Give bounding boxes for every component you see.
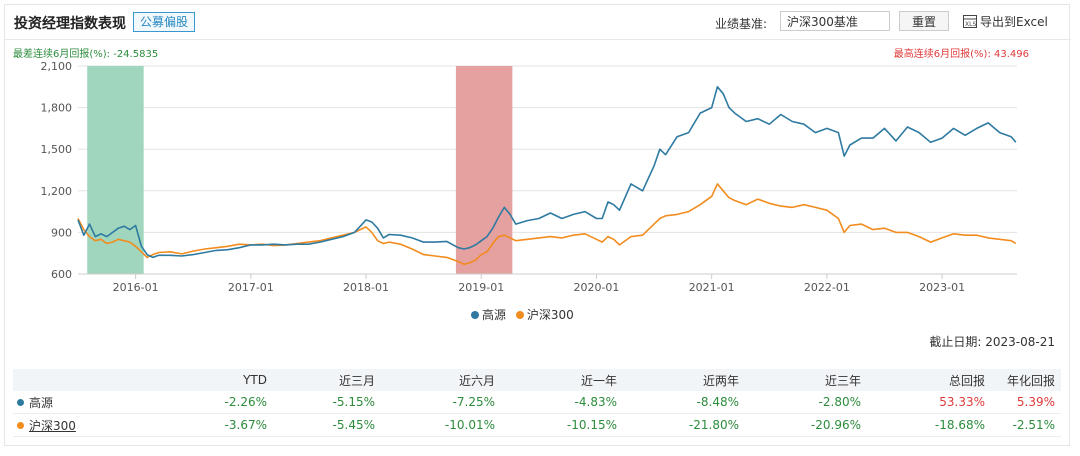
row-name[interactable]: 沪深300: [29, 418, 76, 433]
export-excel-button[interactable]: XLS 导出到Excel: [963, 13, 1048, 30]
legend-label-benchmark: 沪深300: [526, 308, 574, 322]
legend-label-manager: 高源: [482, 308, 507, 322]
performance-chart: 600 900 1,200 1,500 1,800 2,100 2016-01 2017-01…: [41, 60, 1017, 294]
as-of-date: 截止日期: 2023-08-21: [929, 335, 1055, 349]
y-tick-label: 1,500: [41, 143, 73, 156]
row-name-cell[interactable]: 沪深300: [13, 414, 165, 437]
col-header-annual: 年化回报: [1006, 373, 1055, 388]
row-name-cell: 高源: [13, 391, 165, 414]
legend-item-benchmark[interactable]: 沪深300: [515, 308, 574, 322]
table-cell: -20.96%: [810, 418, 861, 432]
performance-table: YTD 近三月 近六月 近一年 近两年 近三年 总回报 年化回报 高源 -2.26…: [13, 369, 1061, 437]
y-tick-label: 1,200: [41, 185, 73, 198]
benchmark-label: 业绩基准:: [715, 17, 768, 31]
best-6m-return: 最高连续6月回报(%): 43.496: [893, 49, 1029, 60]
category-tag[interactable]: 公募偏股: [133, 12, 196, 32]
best-6m-band: [455, 66, 513, 274]
y-tick-label: 2,100: [41, 60, 73, 73]
series-dot-icon: [17, 398, 24, 406]
x-tick-label: 2020-01: [573, 281, 619, 294]
table-row: 高源 -2.26% -5.15% -7.25% -4.83% -8.48% -2.80% 53…: [13, 391, 1061, 414]
x-tick-label: 2016-01: [113, 281, 159, 294]
y-tick-label: 1,800: [41, 102, 73, 115]
col-header-3y: 近三年: [824, 373, 861, 388]
manager-index-panel: 投资经理指数表现 公募偏股 业绩基准: 沪深300基准 重置 XLS 导出到Exc…: [4, 4, 1071, 446]
y-tick-label: 600: [51, 268, 72, 281]
col-header-total: 总回报: [948, 373, 985, 388]
table-cell: -7.25%: [452, 395, 495, 409]
table-cell: -2.26%: [224, 395, 267, 409]
table-cell: -10.01%: [444, 418, 495, 432]
table-cell: -21.80%: [688, 418, 739, 432]
svg-text:XLS: XLS: [965, 21, 976, 28]
table-cell: -10.15%: [566, 418, 617, 432]
row-name: 高源: [29, 395, 54, 410]
reset-button[interactable]: 重置: [899, 11, 949, 31]
table-cell: -5.45%: [332, 418, 375, 432]
table-cell: -18.68%: [934, 418, 985, 432]
table-cell: -8.48%: [696, 395, 739, 409]
x-tick-label: 2022-01: [804, 281, 850, 294]
y-tick-label: 900: [51, 226, 72, 239]
table-cell: -5.15%: [332, 395, 375, 409]
col-header-3m: 近三月: [338, 373, 375, 388]
worst-6m-return: 最差连续6月回报(%): -24.5835: [13, 49, 159, 60]
x-tick-label: 2019-01: [458, 281, 504, 294]
benchmark-select[interactable]: 沪深300基准: [780, 11, 890, 31]
worst-6m-band: [87, 66, 144, 274]
table-row: 沪深300 -3.67% -5.45% -10.01% -10.15% -21.80% -2…: [13, 414, 1061, 437]
table-cell: -4.83%: [574, 395, 617, 409]
legend-item-manager[interactable]: 高源: [471, 308, 506, 322]
manager-legend-dot: [471, 311, 479, 319]
series-dot-icon: [17, 421, 24, 429]
col-header-1y: 近一年: [580, 373, 617, 388]
x-tick-label: 2023-01: [919, 281, 965, 294]
table-header-row: YTD 近三月 近六月 近一年 近两年 近三年 总回报 年化回报: [13, 369, 1061, 391]
panel-header: 投资经理指数表现 公募偏股 业绩基准: 沪深300基准 重置 XLS 导出到Exc…: [5, 5, 1071, 40]
table-cell: -3.67%: [224, 418, 267, 432]
table-cell: -2.51%: [1012, 418, 1055, 432]
chart-legend: 高源 沪深300: [471, 306, 574, 323]
col-header-6m: 近六月: [458, 373, 495, 388]
col-header-ytd: YTD: [243, 373, 267, 387]
x-tick-label: 2018-01: [343, 281, 389, 294]
col-header-name: [13, 369, 165, 391]
table-cell: 53.33%: [939, 395, 985, 409]
table-cell: 5.39%: [1016, 395, 1055, 409]
x-tick-label: 2017-01: [228, 281, 274, 294]
panel-title: 投资经理指数表现: [14, 16, 126, 32]
series-line-benchmark: [77, 183, 1017, 266]
export-excel-label: 导出到Excel: [980, 15, 1048, 29]
series-line-manager: [77, 85, 1017, 259]
col-header-2y: 近两年: [702, 373, 739, 388]
excel-icon: XLS: [963, 15, 977, 28]
table-cell: -2.80%: [818, 395, 861, 409]
benchmark-legend-dot: [515, 311, 524, 319]
x-tick-label: 2021-01: [689, 281, 735, 294]
